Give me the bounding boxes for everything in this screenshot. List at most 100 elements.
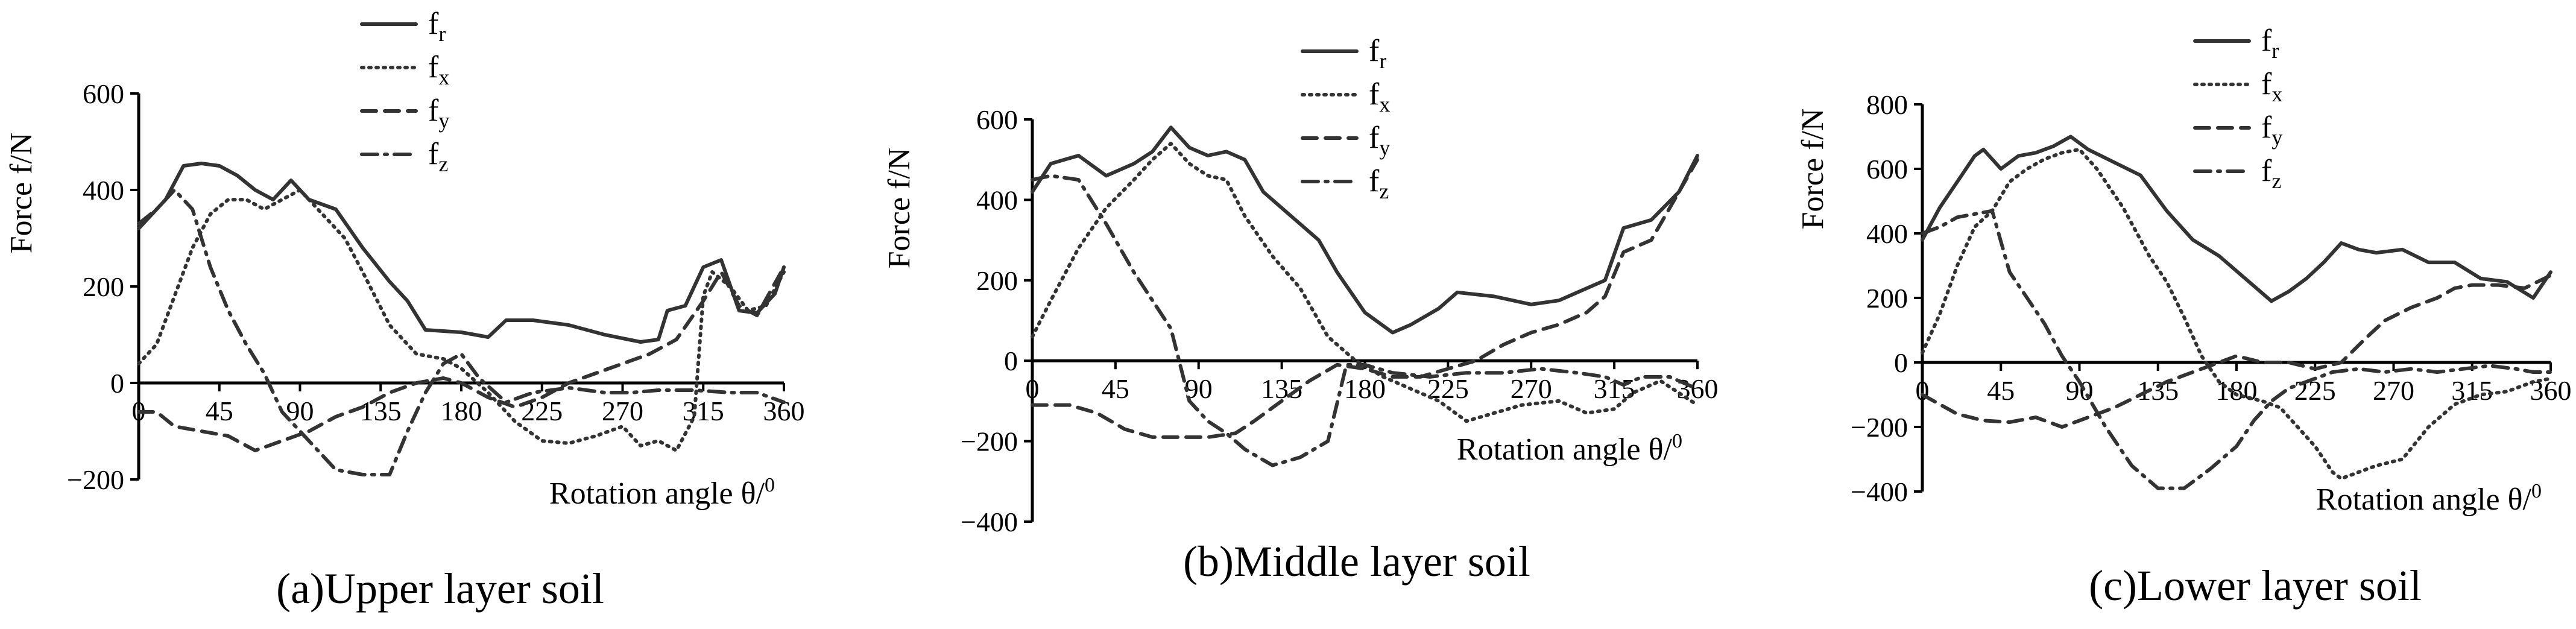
legend-label-base: f — [1369, 164, 1380, 198]
y-axis-title: Force f/N — [1796, 109, 1830, 230]
x-tick-label: 270 — [602, 396, 643, 426]
y-tick-label: −400 — [1851, 476, 1908, 507]
chart-panel-1: −200 0 200 400 600 0 45 90 135 180 225 270 315 360 For… — [4, 7, 805, 613]
legend-label-subscript: x — [438, 65, 449, 89]
legend-label-subscript: z — [2271, 169, 2281, 193]
legend-label: fx — [2261, 67, 2282, 106]
legend-label-subscript: z — [1379, 179, 1389, 203]
panel-caption: (b)Middle layer soil — [1183, 537, 1530, 586]
legend-label: fr — [1369, 34, 1386, 73]
legend-label: fr — [428, 7, 446, 46]
legend-label: fx — [1369, 77, 1390, 116]
x-tick-label: 360 — [1677, 373, 1719, 404]
legend-label-subscript: r — [1379, 49, 1386, 73]
panel-caption: (c)Lower layer soil — [2089, 561, 2422, 610]
x-axis-title: Rotation angle θ/0 — [549, 474, 775, 511]
series-line-fz — [1921, 209, 2552, 490]
x-axis-title-text: Rotation angle θ/ — [1457, 432, 1673, 467]
legend-label: fx — [428, 50, 449, 89]
legend-label-subscript: y — [1379, 136, 1390, 160]
x-tick-label: 225 — [1427, 373, 1469, 404]
y-tick-label: −200 — [67, 464, 124, 495]
legend-label-base: f — [2261, 110, 2272, 145]
legend-label-base: f — [2261, 24, 2272, 58]
y-tick-label: 600 — [83, 78, 124, 109]
y-tick-label: 200 — [83, 271, 124, 302]
legend-label-base: f — [1369, 34, 1380, 68]
legend-label: fz — [428, 137, 448, 176]
legend-label-base: f — [1369, 121, 1380, 155]
x-tick-label: 45 — [1102, 373, 1129, 404]
series-line-fz — [137, 188, 786, 476]
x-axis-title-text: Rotation angle θ/ — [2316, 482, 2532, 517]
legend-label-subscript: y — [2271, 125, 2282, 150]
x-tick-label: 270 — [1511, 373, 1552, 404]
legend-label-subscript: r — [2271, 39, 2279, 63]
x-tick-label: 90 — [286, 396, 314, 426]
x-axis-title-text: Rotation angle θ/ — [549, 476, 765, 511]
x-tick-label: 135 — [360, 396, 402, 426]
legend-label-base: f — [428, 50, 439, 84]
x-tick-label: 315 — [1594, 373, 1635, 404]
legend-label: fy — [2261, 110, 2282, 150]
legend-label-base: f — [2261, 154, 2272, 188]
y-tick-label: 400 — [1866, 218, 1908, 249]
series-line-fr — [1921, 134, 2552, 303]
y-tick-label: 200 — [976, 265, 1018, 296]
x-tick-label: 315 — [683, 396, 724, 426]
y-axis-title: Force f/N — [4, 133, 39, 254]
y-tick-label: 600 — [976, 104, 1018, 135]
legend-label-subscript: x — [2271, 82, 2282, 106]
y-tick-label: 600 — [1866, 154, 1908, 185]
legend-label-subscript: r — [438, 22, 446, 46]
series-line-fr — [137, 162, 786, 344]
y-tick-label: 0 — [1894, 347, 1908, 378]
series-line-fx — [1921, 147, 2552, 481]
x-tick-label: 0 — [1026, 373, 1040, 404]
x-tick-label: 0 — [1916, 375, 1930, 406]
y-tick-label: 0 — [1004, 346, 1018, 376]
series-line-fy — [1031, 157, 1699, 439]
legend-label-base: f — [428, 93, 439, 128]
series-line-fx — [137, 188, 786, 452]
x-tick-label: 315 — [2451, 375, 2493, 406]
x-tick-label: 360 — [763, 396, 805, 426]
legend-label-subscript: z — [438, 152, 448, 176]
legend-label-subscript: y — [438, 109, 449, 133]
x-axis-title-superscript: 0 — [2531, 480, 2542, 502]
charts-group: −200 0 200 400 600 0 45 90 135 180 225 270 315 360 For… — [4, 7, 2572, 613]
x-tick-label: 45 — [206, 396, 233, 426]
legend-label-base: f — [428, 137, 439, 171]
x-axis-title-superscript: 0 — [765, 474, 775, 496]
legend-label-subscript: x — [1379, 92, 1390, 116]
x-tick-label: 225 — [521, 396, 563, 426]
x-axis-title: Rotation angle θ/0 — [1457, 430, 1682, 467]
x-tick-label: 180 — [1344, 373, 1386, 404]
legend-label-base: f — [2261, 67, 2272, 101]
x-tick-label: 45 — [1987, 375, 2015, 406]
legend-label: fz — [1369, 164, 1389, 203]
legend-label: fr — [2261, 24, 2279, 63]
y-tick-label: 0 — [110, 368, 124, 399]
x-tick-label: 180 — [2216, 375, 2258, 406]
legend-label: fz — [2261, 154, 2281, 193]
series-line-fy — [137, 265, 786, 452]
y-tick-label: −400 — [961, 507, 1018, 537]
legend-label-base: f — [428, 7, 439, 41]
y-tick-label: 400 — [976, 185, 1018, 215]
y-tick-label: 200 — [1866, 283, 1908, 314]
legend-label: fy — [1369, 121, 1390, 160]
legend-label-base: f — [1369, 77, 1380, 112]
panel-caption: (a)Upper layer soil — [276, 564, 604, 613]
y-tick-label: 400 — [83, 175, 124, 206]
x-axis-title-superscript: 0 — [1672, 430, 1682, 452]
y-tick-label: 800 — [1866, 89, 1908, 120]
x-axis-title: Rotation angle θ/0 — [2316, 480, 2542, 517]
x-tick-label: 360 — [2530, 375, 2572, 406]
